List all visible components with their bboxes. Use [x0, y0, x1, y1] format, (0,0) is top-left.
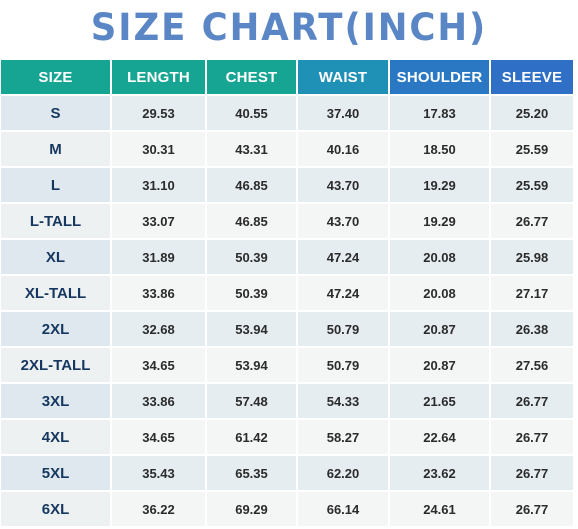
length-cell: 33.07 [112, 204, 205, 238]
length-cell: 31.10 [112, 168, 205, 202]
size-cell: 2XL-TALL [1, 348, 110, 382]
table-row: M 30.31 43.31 40.16 18.50 25.59 [1, 132, 577, 166]
header-sleeve: SLEEVE [491, 60, 573, 94]
waist-cell: 43.70 [298, 204, 388, 238]
shoulder-cell: 20.87 [390, 348, 489, 382]
waist-cell: 43.70 [298, 168, 388, 202]
sleeve-cell: 26.77 [491, 204, 573, 238]
table-row: 2XL 32.68 53.94 50.79 20.87 26.38 [1, 312, 577, 346]
length-cell: 32.68 [112, 312, 205, 346]
table-row: XL-TALL 33.86 50.39 47.24 20.08 27.17 [1, 276, 577, 310]
sleeve-cell: 25.59 [491, 168, 573, 202]
sleeve-cell: 25.98 [491, 240, 573, 274]
chest-cell: 53.94 [207, 312, 296, 346]
size-cell: 6XL [1, 492, 110, 526]
shoulder-cell: 17.83 [390, 96, 489, 130]
sleeve-cell: 26.77 [491, 384, 573, 418]
shoulder-cell: 23.62 [390, 456, 489, 490]
sleeve-cell: 26.38 [491, 312, 573, 346]
length-cell: 36.22 [112, 492, 205, 526]
shoulder-cell: 22.64 [390, 420, 489, 454]
shoulder-cell: 20.08 [390, 276, 489, 310]
size-cell: 4XL [1, 420, 110, 454]
table-row: 2XL-TALL 34.65 53.94 50.79 20.87 27.56 [1, 348, 577, 382]
sleeve-cell: 27.56 [491, 348, 573, 382]
table-row: L 31.10 46.85 43.70 19.29 25.59 [1, 168, 577, 202]
size-cell: 3XL [1, 384, 110, 418]
shoulder-cell: 24.61 [390, 492, 489, 526]
table-row: L-TALL 33.07 46.85 43.70 19.29 26.77 [1, 204, 577, 238]
length-cell: 31.89 [112, 240, 205, 274]
size-cell: L-TALL [1, 204, 110, 238]
size-cell: L [1, 168, 110, 202]
sleeve-cell: 25.20 [491, 96, 573, 130]
waist-cell: 62.20 [298, 456, 388, 490]
length-cell: 33.86 [112, 276, 205, 310]
size-cell: 5XL [1, 456, 110, 490]
page-title: SIZE CHART(INCH) [90, 6, 488, 49]
table-body: S 29.53 40.55 37.40 17.83 25.20 M 30.31 43.31 40.… [1, 96, 577, 526]
chest-cell: 46.85 [207, 168, 296, 202]
chest-cell: 53.94 [207, 348, 296, 382]
chest-cell: 61.42 [207, 420, 296, 454]
sleeve-cell: 26.77 [491, 492, 573, 526]
table-row: 4XL 34.65 61.42 58.27 22.64 26.77 [1, 420, 577, 454]
length-cell: 30.31 [112, 132, 205, 166]
size-cell: 2XL [1, 312, 110, 346]
chest-cell: 40.55 [207, 96, 296, 130]
waist-cell: 50.79 [298, 348, 388, 382]
waist-cell: 58.27 [298, 420, 388, 454]
waist-cell: 50.79 [298, 312, 388, 346]
table-row: 5XL 35.43 65.35 62.20 23.62 26.77 [1, 456, 577, 490]
chest-cell: 50.39 [207, 276, 296, 310]
chest-cell: 43.31 [207, 132, 296, 166]
table-row: 6XL 36.22 69.29 66.14 24.61 26.77 [1, 492, 577, 526]
table-header-row: SIZE LENGTH CHEST WAIST SHOULDER SLEEVE [1, 60, 577, 94]
length-cell: 33.86 [112, 384, 205, 418]
waist-cell: 37.40 [298, 96, 388, 130]
shoulder-cell: 18.50 [390, 132, 489, 166]
size-cell: XL [1, 240, 110, 274]
chest-cell: 69.29 [207, 492, 296, 526]
table-row: 3XL 33.86 57.48 54.33 21.65 26.77 [1, 384, 577, 418]
size-cell: XL-TALL [1, 276, 110, 310]
chest-cell: 46.85 [207, 204, 296, 238]
chest-cell: 57.48 [207, 384, 296, 418]
shoulder-cell: 20.87 [390, 312, 489, 346]
length-cell: 34.65 [112, 348, 205, 382]
chest-cell: 65.35 [207, 456, 296, 490]
header-size: SIZE [1, 60, 110, 94]
table-row: XL 31.89 50.39 47.24 20.08 25.98 [1, 240, 577, 274]
waist-cell: 54.33 [298, 384, 388, 418]
header-shoulder: SHOULDER [390, 60, 489, 94]
sleeve-cell: 27.17 [491, 276, 573, 310]
size-cell: S [1, 96, 110, 130]
waist-cell: 47.24 [298, 240, 388, 274]
shoulder-cell: 21.65 [390, 384, 489, 418]
shoulder-cell: 19.29 [390, 204, 489, 238]
length-cell: 29.53 [112, 96, 205, 130]
chest-cell: 50.39 [207, 240, 296, 274]
sleeve-cell: 25.59 [491, 132, 573, 166]
header-waist: WAIST [298, 60, 388, 94]
shoulder-cell: 20.08 [390, 240, 489, 274]
size-chart-table: SIZE LENGTH CHEST WAIST SHOULDER SLEEVE … [1, 60, 577, 528]
table-row: S 29.53 40.55 37.40 17.83 25.20 [1, 96, 577, 130]
header-chest: CHEST [207, 60, 296, 94]
header-length: LENGTH [112, 60, 205, 94]
sleeve-cell: 26.77 [491, 420, 573, 454]
waist-cell: 47.24 [298, 276, 388, 310]
size-cell: M [1, 132, 110, 166]
length-cell: 34.65 [112, 420, 205, 454]
waist-cell: 66.14 [298, 492, 388, 526]
shoulder-cell: 19.29 [390, 168, 489, 202]
length-cell: 35.43 [112, 456, 205, 490]
waist-cell: 40.16 [298, 132, 388, 166]
sleeve-cell: 26.77 [491, 456, 573, 490]
